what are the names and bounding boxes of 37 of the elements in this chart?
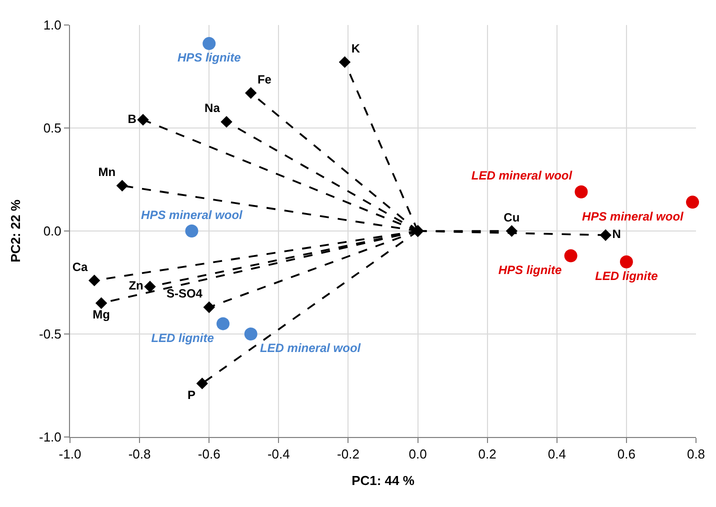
y-tick-label: 0.0	[43, 224, 62, 239]
x-tick-label: -0.2	[337, 446, 360, 462]
series-label: Mg	[92, 308, 110, 322]
x-axis-title: PC1: 44 %	[352, 473, 415, 488]
series-label: Zn	[128, 278, 144, 293]
series-label: HPS mineral wool	[582, 209, 684, 224]
y-axis-title: PC2: 22 %	[8, 199, 23, 262]
x-tick-label: 0.8	[686, 446, 706, 462]
x-tick-label: -0.4	[267, 446, 290, 462]
y-tick-label: 1.0	[43, 18, 62, 33]
series-label: S-SO4	[166, 286, 203, 301]
series-label: LED lignite	[595, 269, 658, 284]
x-tick-label: -1.0	[58, 446, 82, 462]
series-label: LED mineral wool	[471, 168, 573, 183]
series-label: Mn	[98, 165, 116, 180]
series-label: Ca	[72, 260, 88, 274]
series-label: P	[188, 388, 196, 402]
y-tick-label: -0.5	[38, 326, 62, 342]
series-label: B	[128, 112, 137, 126]
series-label: HPS lignite	[177, 50, 242, 65]
series-label: LED mineral wool	[260, 341, 362, 356]
x-tick-label: 0.2	[478, 446, 496, 462]
series-label: N	[612, 227, 621, 242]
x-tick-label: 0.6	[617, 446, 636, 462]
y-tick-label: -1.0	[38, 430, 62, 445]
series-label: Fe	[257, 72, 272, 86]
series-label: LED lignite	[151, 330, 214, 345]
y-tick-label: 0.5	[43, 120, 62, 136]
series-label: K	[351, 41, 360, 56]
x-tick-label: -0.6	[198, 446, 220, 462]
x-tick-label: -0.8	[128, 446, 151, 462]
series-label: HPS mineral wool	[141, 208, 244, 222]
x-tick-label: 0.0	[408, 446, 427, 462]
x-tick-label: 0.4	[548, 446, 566, 462]
series-label: HPS lignite	[498, 262, 562, 277]
series-label: Cu	[504, 210, 520, 224]
series-label: Na	[204, 101, 220, 116]
